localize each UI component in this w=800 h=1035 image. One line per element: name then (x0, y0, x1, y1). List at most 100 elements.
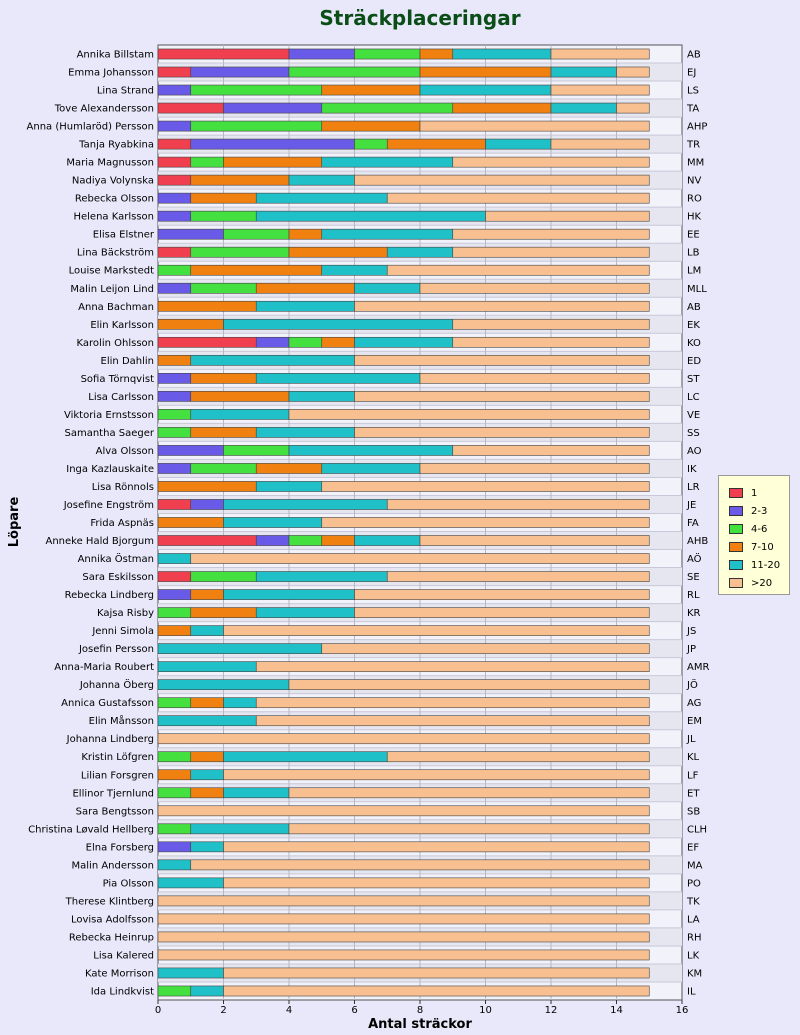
y-tick-label: Lilian Forsgren (81, 770, 154, 781)
y-tick-label: Tanja Ryabkina (78, 140, 154, 151)
y-tick-label: Lisa Rönnols (92, 482, 154, 493)
bar-segment (386, 264, 650, 276)
x-tick-label: 4 (286, 1005, 292, 1016)
right-tick-label: LS (687, 86, 699, 97)
y-tick-label: Elisa Elstner (93, 230, 155, 241)
bar-segment (157, 354, 192, 366)
bar-segment (255, 571, 388, 582)
bar-segment (550, 102, 617, 114)
bar-segment (157, 427, 192, 438)
y-tick-label: Johanna Öberg (79, 678, 154, 691)
bar-segment (321, 120, 421, 132)
bar-segment (157, 751, 192, 763)
y-tick-label: Lina Strand (97, 86, 154, 97)
y-tick-label: Frida Aspnäs (90, 518, 154, 529)
bar-segment (452, 48, 552, 60)
bar-segment (452, 102, 552, 114)
y-tick-label: Emma Johansson (68, 68, 154, 79)
bar-segment (190, 859, 650, 871)
bar-segment (223, 625, 650, 636)
bar-segment (190, 841, 224, 853)
bar-segment (321, 336, 355, 348)
bar-segment (190, 499, 224, 510)
bar-segment (190, 787, 224, 799)
bar-segment (354, 300, 650, 312)
y-tick-label: Anneke Hald Bjorgum (45, 536, 154, 547)
bar-segment (288, 445, 454, 456)
bar-segment (157, 679, 290, 691)
bar-segment (190, 174, 290, 186)
right-tick-label: AHP (687, 122, 707, 133)
bar-segment (288, 535, 323, 546)
bar-segment (157, 643, 323, 654)
y-tick-label: Malin Leijon Lind (70, 284, 154, 295)
y-tick-label: Sara Bengtsson (76, 806, 154, 817)
y-tick-label: Sara Eskilsson (82, 572, 154, 583)
bar-segment (157, 805, 650, 817)
bar-segment (157, 66, 192, 78)
bar-segment (223, 102, 323, 114)
bar-segment (321, 156, 454, 168)
right-tick-label: FA (687, 518, 699, 529)
bar-segment (452, 156, 650, 168)
legend-label: >20 (751, 577, 773, 589)
x-tick-label: 8 (417, 1005, 423, 1016)
bar-segment (223, 841, 650, 853)
bar-segment (190, 192, 257, 204)
bar-segment (223, 499, 388, 510)
bar-segment (223, 318, 454, 330)
bar-segment (190, 354, 355, 366)
y-tick-label: Christina Løvald Hellberg (28, 824, 154, 835)
bar-segment (255, 300, 355, 312)
legend-swatch (729, 578, 743, 588)
bar-segment (157, 102, 224, 114)
y-tick-label: Kajsa Risby (97, 608, 154, 619)
y-tick-label: Lina Bäckström (77, 248, 154, 259)
bar-segment (452, 445, 650, 456)
right-tick-label: AB (687, 50, 701, 61)
y-tick-label: Lisa Carlsson (88, 392, 154, 403)
bar-segment (223, 877, 650, 889)
bar-segment (321, 228, 454, 240)
bar-segment (190, 625, 224, 636)
y-tick-label: Josefine Engström (63, 500, 154, 511)
bar-segment (255, 661, 650, 672)
right-tick-label: JÖ (686, 678, 698, 691)
right-tick-label: LM (687, 266, 701, 277)
right-tick-label: MA (687, 860, 703, 871)
y-tick-label: Viktoria Ernstsson (64, 410, 154, 421)
bar-segment (255, 336, 290, 348)
bar-segment (157, 841, 192, 853)
right-tick-label: HK (687, 212, 702, 223)
bar-segment (157, 823, 192, 835)
legend-item: >20 (719, 574, 789, 592)
bar-segment (190, 264, 323, 276)
bar-segment (157, 715, 257, 727)
right-tick-label: SS (687, 428, 700, 439)
right-tick-label: EK (687, 320, 700, 331)
x-tick-labels: 0 2 4 6 8 10 12 14 16 (155, 1000, 688, 1016)
bar-segment (157, 553, 192, 564)
y-tick-label: Samantha Saeger (65, 428, 155, 439)
bar-segment (419, 48, 454, 60)
bar-segment (190, 823, 290, 835)
bar-segment (190, 391, 290, 402)
legend-item: 1 (719, 484, 789, 502)
bar-segment (321, 264, 388, 276)
bar-segment (223, 589, 355, 600)
bar-segment (452, 228, 650, 240)
bar-segment (190, 607, 257, 618)
bar-segment (354, 354, 650, 366)
bar-segment (157, 949, 650, 961)
right-tick-label: EM (687, 716, 702, 727)
bar-segment (190, 120, 323, 132)
bar-segment (354, 391, 650, 402)
bar-segment (255, 697, 650, 709)
bar-segment (354, 282, 421, 294)
bar-segment (321, 102, 454, 114)
y-tick-label: Rebecka Lindberg (65, 590, 154, 601)
right-tick-label: CLH (687, 824, 707, 835)
bar-segment (157, 589, 192, 600)
legend-swatch (729, 488, 743, 498)
bar-segment (616, 102, 650, 114)
